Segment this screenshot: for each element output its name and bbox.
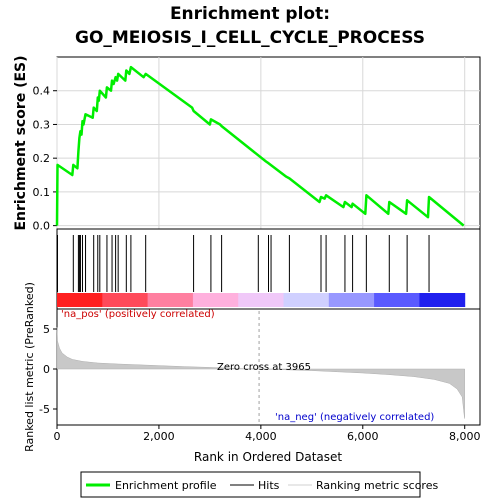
colorbar-segment xyxy=(238,293,285,307)
es-y-tick-label: 0.1 xyxy=(33,186,51,199)
negative-correlation-label: 'na_neg' (negatively correlated) xyxy=(275,412,434,423)
metric-y-axis: -5 0 5 xyxy=(39,323,57,416)
legend-label-ranking: Ranking metric scores xyxy=(316,479,438,492)
colorbar-segment xyxy=(419,293,466,307)
es-y-tick-label: 0.4 xyxy=(33,85,51,98)
enrichment-profile-line xyxy=(55,65,465,227)
rank-x-axis: 0 2,000 4,000 6,000 8,000 xyxy=(54,425,481,443)
x-tick-label: 6,000 xyxy=(347,430,379,443)
colorbar-segment xyxy=(283,293,330,307)
metric-y-tick-label: 5 xyxy=(43,323,50,336)
ranking-metric-area xyxy=(56,311,465,423)
x-tick-label: 4,000 xyxy=(245,430,277,443)
legend-label-enrichment: Enrichment profile xyxy=(115,479,217,492)
es-y-tick-label: 0.2 xyxy=(33,152,51,165)
x-tick-label: 0 xyxy=(54,430,61,443)
zero-cross-label: Zero cross at 3965 xyxy=(217,362,311,373)
colorbar-segment xyxy=(328,293,375,307)
colorbar-segment xyxy=(57,293,103,307)
chart-title-line-1: Enrichment plot: xyxy=(169,4,331,24)
es-y-axis: 0.0 0.1 0.2 0.3 0.4 xyxy=(33,85,57,233)
x-tick-label: 8,000 xyxy=(449,430,481,443)
positive-correlation-label: 'na_pos' (positively correlated) xyxy=(61,309,215,320)
metric-y-axis-label: Ranked list metric (PreRanked) xyxy=(23,282,36,452)
legend-label-hits: Hits xyxy=(258,479,280,492)
x-tick-label: 2,000 xyxy=(143,430,175,443)
ranking-colorbar xyxy=(57,293,466,307)
colorbar-segment xyxy=(192,293,239,307)
enrichment-profile-polyline xyxy=(55,65,465,227)
colorbar-segment xyxy=(102,293,149,307)
es-gridlines xyxy=(56,57,480,229)
es-y-tick-label: 0.3 xyxy=(33,118,51,131)
colorbar-segment xyxy=(147,293,194,307)
metric-y-tick-label: -5 xyxy=(39,403,50,416)
es-y-tick-label: 0.0 xyxy=(33,220,51,233)
hits-marks xyxy=(57,235,430,292)
ranking-metric-fill xyxy=(56,327,465,419)
chart-title-line-2: GO_MEIOSIS_I_CELL_CYCLE_PROCESS xyxy=(74,28,426,48)
es-y-axis-label: Enrichment score (ES) xyxy=(13,55,29,230)
es-panel-frame xyxy=(56,56,481,230)
metric-y-tick-label: 0 xyxy=(43,363,50,376)
x-axis-label: Rank in Ordered Dataset xyxy=(194,450,342,464)
colorbar-segment xyxy=(374,293,420,307)
